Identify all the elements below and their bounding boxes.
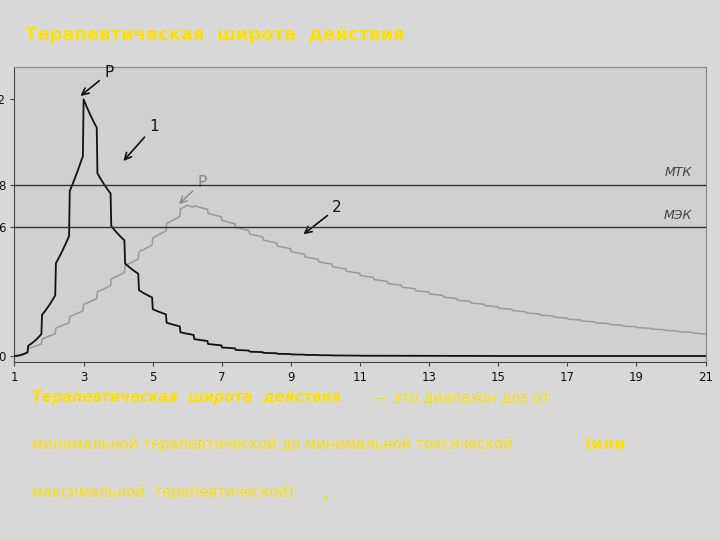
Text: МЭК: МЭК <box>663 209 692 222</box>
Text: максимальной  терапевтической): максимальной терапевтической) <box>32 485 294 500</box>
Text: МТК: МТК <box>665 166 692 179</box>
Text: Терапевтическая  широта  действия: Терапевтическая широта действия <box>32 390 341 405</box>
Text: .: . <box>322 485 328 503</box>
Text: — это диапазон доз от: — это диапазон доз от <box>374 390 549 405</box>
Text: Терапевтическая  широта  действия: Терапевтическая широта действия <box>24 25 405 44</box>
Text: P: P <box>82 65 114 95</box>
Text: 2: 2 <box>305 200 342 233</box>
Text: (или: (или <box>585 437 626 453</box>
Text: 1: 1 <box>125 119 159 160</box>
Text: минимальной терапевтической до минимальной токсической: минимальной терапевтической до минимальн… <box>32 437 513 453</box>
Text: P: P <box>180 175 207 203</box>
